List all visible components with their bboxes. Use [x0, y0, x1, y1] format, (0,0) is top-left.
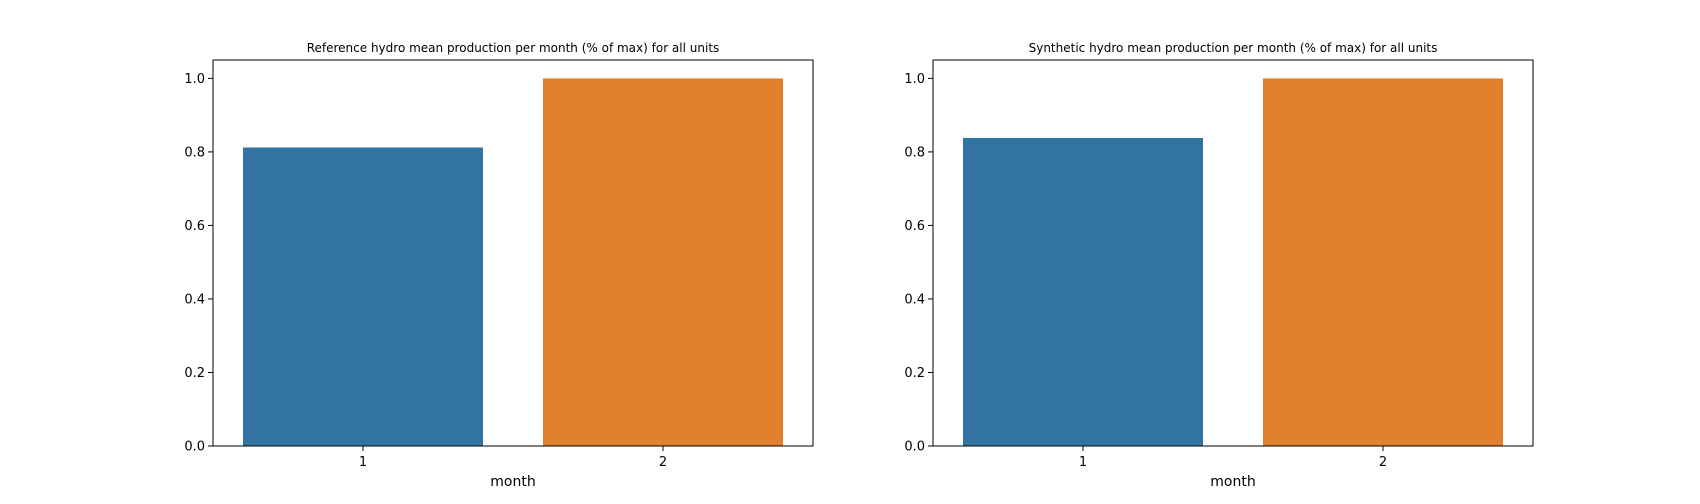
synthetic-chart-bar-2 [1263, 78, 1503, 446]
synthetic-chart-y-tick-label: 0.0 [904, 440, 925, 455]
synthetic-chart-y-tick-label: 0.4 [904, 292, 925, 307]
synthetic-chart-x-tick-label: 2 [1379, 455, 1387, 470]
synthetic-chart-bars [963, 78, 1503, 446]
reference-chart-bar-2 [543, 78, 783, 446]
synthetic-chart-x-tick-label: 1 [1079, 455, 1087, 470]
reference-chart-x-tick-label: 1 [359, 455, 367, 470]
synthetic-chart-x-axis-label: month [1210, 474, 1255, 490]
synthetic-chart-y-tick-label: 0.2 [904, 366, 925, 381]
reference-chart-x-axis-label: month [490, 474, 535, 490]
synthetic-chart-y-tick-label: 1.0 [904, 72, 925, 87]
reference-chart-frame [212, 59, 814, 447]
reference-chart-y-tick-label: 0.6 [184, 219, 205, 234]
reference-chart-y-tick-label: 0.0 [184, 440, 205, 455]
reference-chart-y-tick-label: 0.2 [184, 366, 205, 381]
reference-chart-y-tick-label: 0.4 [184, 292, 205, 307]
reference-chart-x-tick-label: 2 [659, 455, 667, 470]
synthetic-chart-y-ticks: 0.0 0.2 0.4 0.6 0.8 1.0 [904, 72, 933, 455]
reference-chart-y-tick-label: 0.8 [184, 145, 205, 160]
synthetic-chart-frame [932, 59, 1534, 447]
synthetic-chart-y-tick-label: 0.6 [904, 219, 925, 234]
synthetic-chart-title: Synthetic hydro mean production per mont… [1029, 41, 1438, 55]
reference-chart-panel: Reference hydro mean production per mont… [184, 41, 814, 490]
reference-chart-y-tick-label: 1.0 [184, 72, 205, 87]
reference-chart-bar-1 [243, 147, 483, 447]
synthetic-chart-panel: Synthetic hydro mean production per mont… [904, 41, 1534, 490]
reference-chart-bars [243, 78, 783, 447]
reference-chart-y-ticks: 0.0 0.2 0.4 0.6 0.8 1.0 [184, 72, 213, 455]
synthetic-chart-y-tick-label: 0.8 [904, 145, 925, 160]
synthetic-chart-bar-1 [963, 137, 1203, 446]
reference-chart-title: Reference hydro mean production per mont… [307, 41, 720, 55]
